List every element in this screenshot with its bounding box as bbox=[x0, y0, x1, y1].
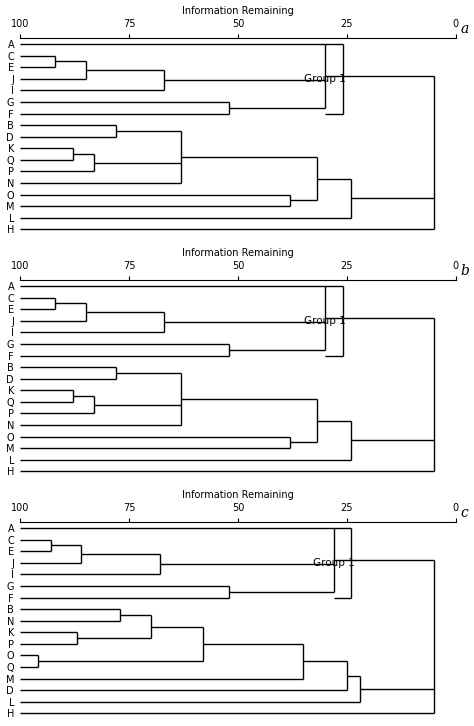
X-axis label: Information Remaining: Information Remaining bbox=[182, 248, 294, 258]
Text: Group 1: Group 1 bbox=[304, 316, 346, 326]
Text: b: b bbox=[460, 264, 469, 278]
X-axis label: Information Remaining: Information Remaining bbox=[182, 6, 294, 15]
Text: a: a bbox=[460, 23, 468, 36]
Text: c: c bbox=[460, 506, 468, 521]
Text: Group 1: Group 1 bbox=[313, 558, 355, 568]
X-axis label: Information Remaining: Information Remaining bbox=[182, 489, 294, 499]
Text: Group 1: Group 1 bbox=[304, 74, 346, 83]
